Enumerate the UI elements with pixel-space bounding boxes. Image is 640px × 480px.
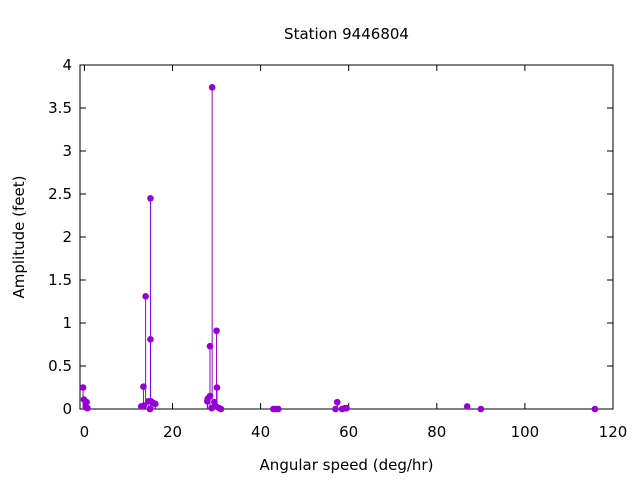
x-tick-label: 80 [427, 423, 446, 441]
data-point [213, 327, 220, 335]
x-tick-label: 100 [511, 423, 540, 441]
data-point [142, 293, 149, 300]
y-tick-label: 3.5 [48, 99, 72, 117]
data-point [206, 342, 214, 350]
data-point [463, 403, 471, 410]
plot-frame [79, 64, 614, 410]
data-point [147, 195, 154, 202]
y-tick-label: 1.5 [48, 271, 72, 289]
data-point [217, 405, 225, 413]
data-point [213, 384, 221, 391]
x-tick-label: 20 [163, 423, 182, 441]
data-point [83, 398, 90, 406]
data-point [274, 405, 282, 413]
data-point [152, 400, 159, 408]
x-axis-ticks: 0 20 40 60 80 100 120 [80, 65, 628, 441]
data-point [147, 336, 154, 343]
data-point [343, 404, 350, 412]
x-tick-label: 60 [339, 423, 358, 441]
y-axis-label: Amplitude (feet) [10, 176, 28, 299]
chart-title: Station 9446804 [284, 25, 409, 43]
data-point [333, 398, 341, 406]
x-tick-label: 40 [251, 423, 270, 441]
y-tick-label: 4 [62, 56, 72, 74]
data-point [332, 405, 339, 413]
data-point [84, 404, 91, 412]
y-tick-label: 2.5 [48, 185, 72, 203]
y-tick-label: 3 [62, 142, 72, 160]
y-tick-label: 0 [62, 400, 72, 418]
y-tick-label: 1 [62, 314, 72, 332]
y-tick-label: 0.5 [48, 357, 72, 375]
data-point [140, 383, 147, 390]
x-tick-label: 120 [599, 423, 628, 441]
y-axis-ticks: 0 0.5 1 1.5 2 2.5 3 3.5 4 [48, 56, 613, 418]
data-point [591, 405, 599, 413]
x-tick-label: 0 [80, 423, 90, 441]
x-axis-label: Angular speed (deg/hr) [260, 456, 434, 474]
data-point [208, 84, 216, 91]
data-point [79, 384, 87, 391]
data-point [206, 392, 214, 400]
data-point [477, 405, 485, 413]
data-series [79, 84, 599, 413]
y-tick-label: 2 [62, 228, 72, 246]
